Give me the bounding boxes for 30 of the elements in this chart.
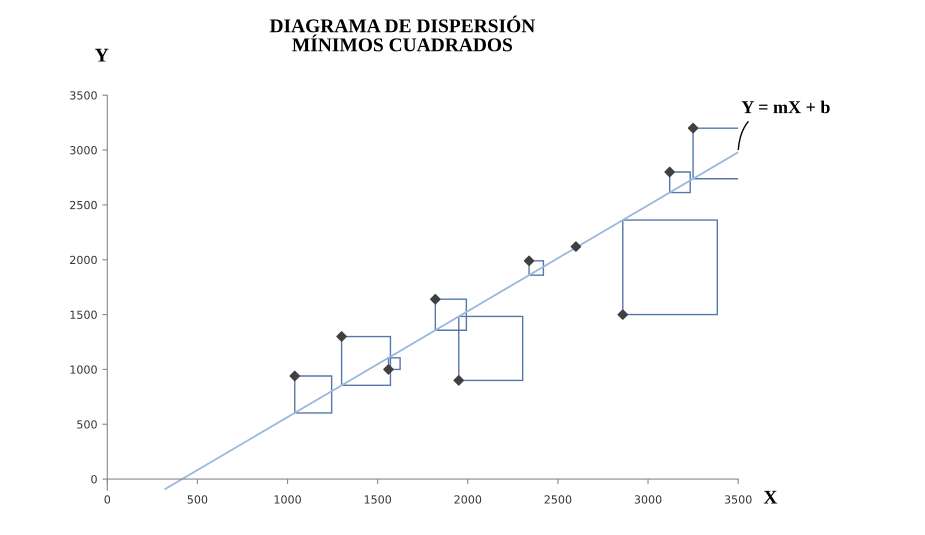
x-tick-label: 2500 — [544, 495, 572, 504]
y-tick-label: 2000 — [70, 256, 97, 264]
x-axis-title: X — [764, 490, 778, 504]
y-tick-label: 1500 — [70, 310, 97, 319]
x-tick-label: 3000 — [634, 495, 662, 504]
point — [664, 166, 675, 178]
annotation: Y = mX + b — [742, 100, 830, 114]
chart-title: DIAGRAMA DE DISPERSIÓN MÍNIMOS CUADRADOS — [270, 16, 536, 52]
point — [289, 370, 300, 382]
y-tick-label: 500 — [77, 420, 97, 429]
y-axis-title: Y — [95, 48, 108, 62]
x-tick-label: 2000 — [454, 495, 482, 504]
point — [570, 241, 582, 252]
point — [383, 364, 394, 375]
y-tick-label: 1000 — [70, 365, 97, 374]
point — [430, 294, 441, 305]
y-tick-label: 3000 — [70, 146, 97, 154]
point — [688, 122, 698, 134]
x-tick-label: 3500 — [724, 495, 752, 504]
x-tick-label: 500 — [188, 495, 208, 504]
point — [336, 331, 347, 342]
y-tick-label: 2500 — [70, 200, 97, 210]
y-tick-label: 0 — [91, 475, 97, 484]
x-tick-label: 1500 — [364, 495, 392, 504]
point — [524, 256, 534, 266]
x-tick-label: 1000 — [274, 495, 301, 504]
y-tick-label: 3500 — [70, 91, 97, 100]
x-tick-label: 0 — [104, 495, 110, 504]
point — [617, 309, 628, 320]
point — [453, 375, 464, 386]
